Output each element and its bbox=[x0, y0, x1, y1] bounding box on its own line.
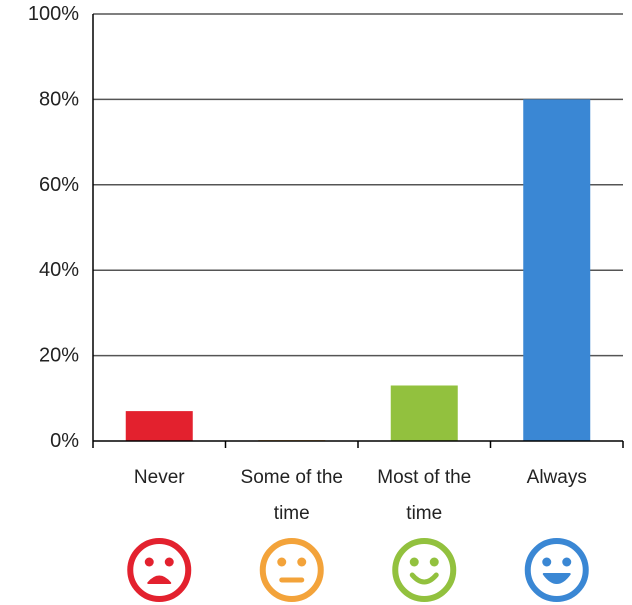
x-tick-labels: Never Some of the time Most of the time Alway… bbox=[134, 467, 587, 524]
bar bbox=[125, 411, 193, 441]
y-tick-label: 100% bbox=[28, 3, 79, 25]
x-tick-label: Always bbox=[527, 467, 587, 488]
y-tick-label: 60% bbox=[39, 174, 79, 196]
y-tick-label: 80% bbox=[39, 88, 79, 110]
sad-face-icon bbox=[127, 538, 192, 602]
bars bbox=[125, 99, 591, 442]
bar bbox=[390, 385, 458, 441]
x-tick-label: time bbox=[274, 503, 310, 524]
axes bbox=[92, 14, 624, 448]
x-tick-label: Most of the bbox=[377, 467, 471, 488]
smile-face-icon bbox=[392, 538, 457, 602]
neutral-face-icon bbox=[259, 538, 324, 602]
grin-face-icon bbox=[524, 538, 589, 602]
y-tick-labels: 0% 20% 40% 60% 80% 100% bbox=[28, 3, 79, 452]
y-tick-label: 20% bbox=[39, 345, 79, 367]
x-tick-label: Never bbox=[134, 467, 185, 488]
bar bbox=[523, 99, 591, 442]
face-icons bbox=[127, 538, 589, 602]
x-tick-label: Some of the bbox=[241, 467, 343, 488]
y-tick-label: 0% bbox=[50, 430, 79, 452]
y-tick-label: 40% bbox=[39, 259, 79, 281]
x-tick-label: time bbox=[406, 503, 442, 524]
